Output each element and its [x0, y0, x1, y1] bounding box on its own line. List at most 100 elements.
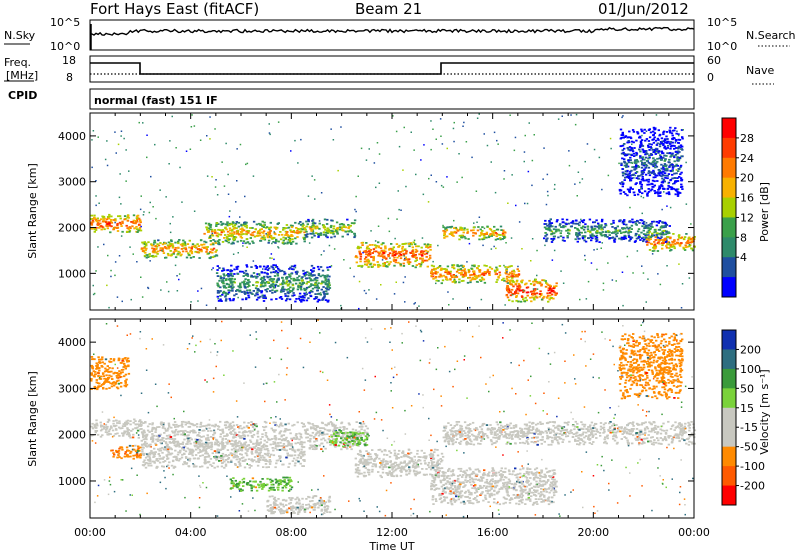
- data-cell: [661, 177, 664, 180]
- data-cell: [230, 460, 233, 463]
- data-cell: [289, 266, 292, 269]
- data-cell: [288, 268, 291, 270]
- data-cell: [203, 457, 207, 459]
- data-cell: [346, 233, 349, 236]
- data-cell: [162, 461, 165, 463]
- data-cell: [632, 272, 634, 274]
- data-cell: [571, 220, 575, 222]
- data-cell: [428, 177, 430, 180]
- data-cell: [483, 227, 486, 230]
- data-cell: [688, 277, 691, 279]
- data-cell: [642, 220, 646, 223]
- data-cell: [291, 235, 294, 237]
- data-cell: [181, 201, 183, 203]
- data-cell: [680, 148, 682, 150]
- data-cell: [629, 186, 632, 189]
- data-cell: [235, 290, 238, 292]
- data-cell: [152, 255, 155, 258]
- data-cell: [497, 275, 500, 278]
- data-cell: [468, 242, 471, 245]
- data-cell: [164, 247, 168, 250]
- data-cell: [228, 224, 231, 226]
- data-cell: [94, 431, 97, 434]
- data-cell: [330, 224, 333, 227]
- data-cell: [225, 433, 229, 436]
- data-cell: [645, 222, 648, 224]
- data-cell: [347, 224, 350, 226]
- data-cell: [443, 237, 446, 239]
- data-cell: [667, 191, 671, 194]
- data-cell: [369, 253, 372, 256]
- data-cell: [601, 234, 604, 237]
- data-cell: [209, 446, 213, 448]
- data-cell: [602, 282, 605, 285]
- data-cell: [182, 463, 185, 466]
- data-cell: [670, 249, 673, 251]
- data-cell: [666, 152, 669, 155]
- data-cell: [216, 441, 220, 444]
- data-cell: [306, 271, 309, 273]
- data-cell: [634, 172, 638, 174]
- data-cell: [317, 273, 321, 275]
- data-cell: [286, 452, 289, 455]
- data-cell: [255, 450, 258, 453]
- data-cell: [127, 449, 131, 452]
- data-cell: [672, 137, 675, 139]
- data-cell: [240, 223, 243, 226]
- data-cell: [294, 282, 298, 285]
- data-cell: [106, 225, 109, 227]
- data-cell: [646, 241, 649, 244]
- data-band: [618, 126, 684, 197]
- data-cell: [679, 164, 683, 167]
- data-cell: [543, 226, 547, 229]
- data-cell: [574, 183, 576, 185]
- data-cell: [262, 232, 265, 234]
- data-cell: [235, 201, 237, 203]
- data-cell: [162, 426, 165, 428]
- data-cell: [516, 285, 519, 288]
- data-cell: [680, 307, 683, 309]
- data-cell: [238, 286, 241, 289]
- data-cell: [322, 291, 325, 294]
- data-cell: [507, 273, 510, 276]
- data-cell: [624, 193, 627, 195]
- data-cell: [459, 227, 462, 230]
- data-cell: [262, 238, 265, 240]
- data-cell: [616, 232, 619, 234]
- data-cell: [425, 256, 428, 258]
- data-cell: [647, 157, 650, 160]
- data-cell: [177, 240, 180, 243]
- data-cell: [680, 171, 683, 174]
- data-cell: [283, 273, 286, 276]
- data-cell: [626, 166, 628, 168]
- freq-label: Freq.: [4, 56, 31, 69]
- data-cell: [252, 446, 255, 449]
- data-cell: [671, 170, 674, 172]
- data-cell: [147, 287, 150, 290]
- data-cell: [218, 279, 221, 282]
- data-cell: [396, 218, 398, 220]
- data-cell: [641, 192, 644, 195]
- data-cell: [187, 437, 190, 440]
- data-cell: [167, 247, 171, 250]
- data-cell: [439, 273, 442, 276]
- data-cell: [441, 279, 445, 282]
- data-cell: [106, 421, 110, 423]
- data-cell: [560, 226, 563, 228]
- data-cell: [145, 462, 148, 464]
- data-cell: [196, 438, 199, 441]
- data-cell: [625, 162, 629, 165]
- data-cell: [672, 144, 675, 147]
- data-cell: [651, 139, 654, 141]
- data-cell: [92, 293, 95, 296]
- data-cell: [305, 225, 308, 228]
- data-cell: [95, 220, 99, 223]
- data-cell: [157, 453, 160, 455]
- data-cell: [275, 240, 277, 243]
- data-cell: [648, 149, 651, 151]
- data-cell: [500, 229, 503, 231]
- data-cell: [452, 274, 455, 276]
- data-cell: [118, 420, 121, 423]
- data-cell: [526, 286, 530, 289]
